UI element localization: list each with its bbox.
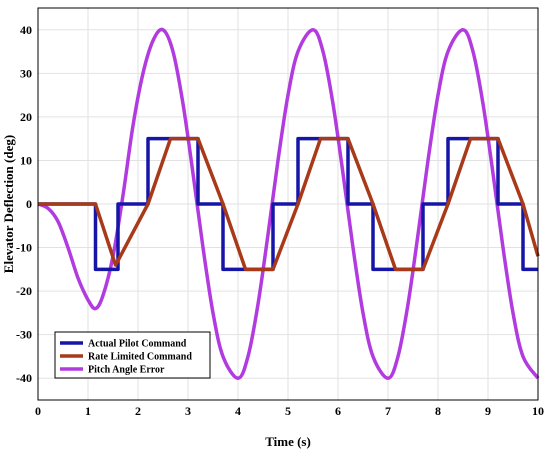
x-tick-label: 5 <box>285 404 291 418</box>
y-axis-title: Elevator Deflection (deg) <box>1 135 16 273</box>
legend-label: Rate Limited Command <box>88 352 192 363</box>
x-tick-label: 8 <box>435 404 441 418</box>
series-2 <box>37 27 540 380</box>
series-line <box>38 136 540 272</box>
series-line <box>37 27 540 380</box>
x-tick-label: 9 <box>485 404 491 418</box>
y-tick-label: 40 <box>20 23 32 37</box>
x-tick-label: 0 <box>35 404 41 418</box>
y-tick-label: -30 <box>16 328 32 342</box>
series-layer <box>37 27 540 380</box>
series-1 <box>38 136 540 272</box>
legend-item: Pitch Angle Error <box>60 365 165 376</box>
legend: Actual Pilot Command Rate Limited Command… <box>54 331 211 379</box>
y-tick-label: 0 <box>26 197 32 211</box>
x-tick-label: 3 <box>185 404 191 418</box>
y-tick-label: 20 <box>20 110 32 124</box>
x-tick-label: 6 <box>335 404 341 418</box>
y-tick-label: 30 <box>20 66 32 80</box>
x-axis-title: Time (s) <box>265 434 311 449</box>
legend-item: Actual Pilot Command <box>60 339 187 350</box>
x-tick-label: 7 <box>385 404 391 418</box>
y-tick-label: -10 <box>16 241 32 255</box>
y-tick-label: -40 <box>16 371 32 385</box>
x-tick-label: 4 <box>235 404 241 418</box>
legend-item: Rate Limited Command <box>60 352 192 363</box>
legend-label: Pitch Angle Error <box>88 365 165 376</box>
y-tick-label: -20 <box>16 284 32 298</box>
plot-frame <box>37 7 539 401</box>
x-tick-label: 2 <box>135 404 141 418</box>
legend-label: Actual Pilot Command <box>88 339 187 350</box>
x-tick-label: 1 <box>85 404 91 418</box>
tick-labels: 0 1 2 3 4 5 6 7 8 9 10 -40 -30 -20 -10 0 10 20 30 40 <box>16 23 544 418</box>
y-tick-label: 10 <box>20 153 32 167</box>
x-tick-label: 10 <box>532 404 544 418</box>
